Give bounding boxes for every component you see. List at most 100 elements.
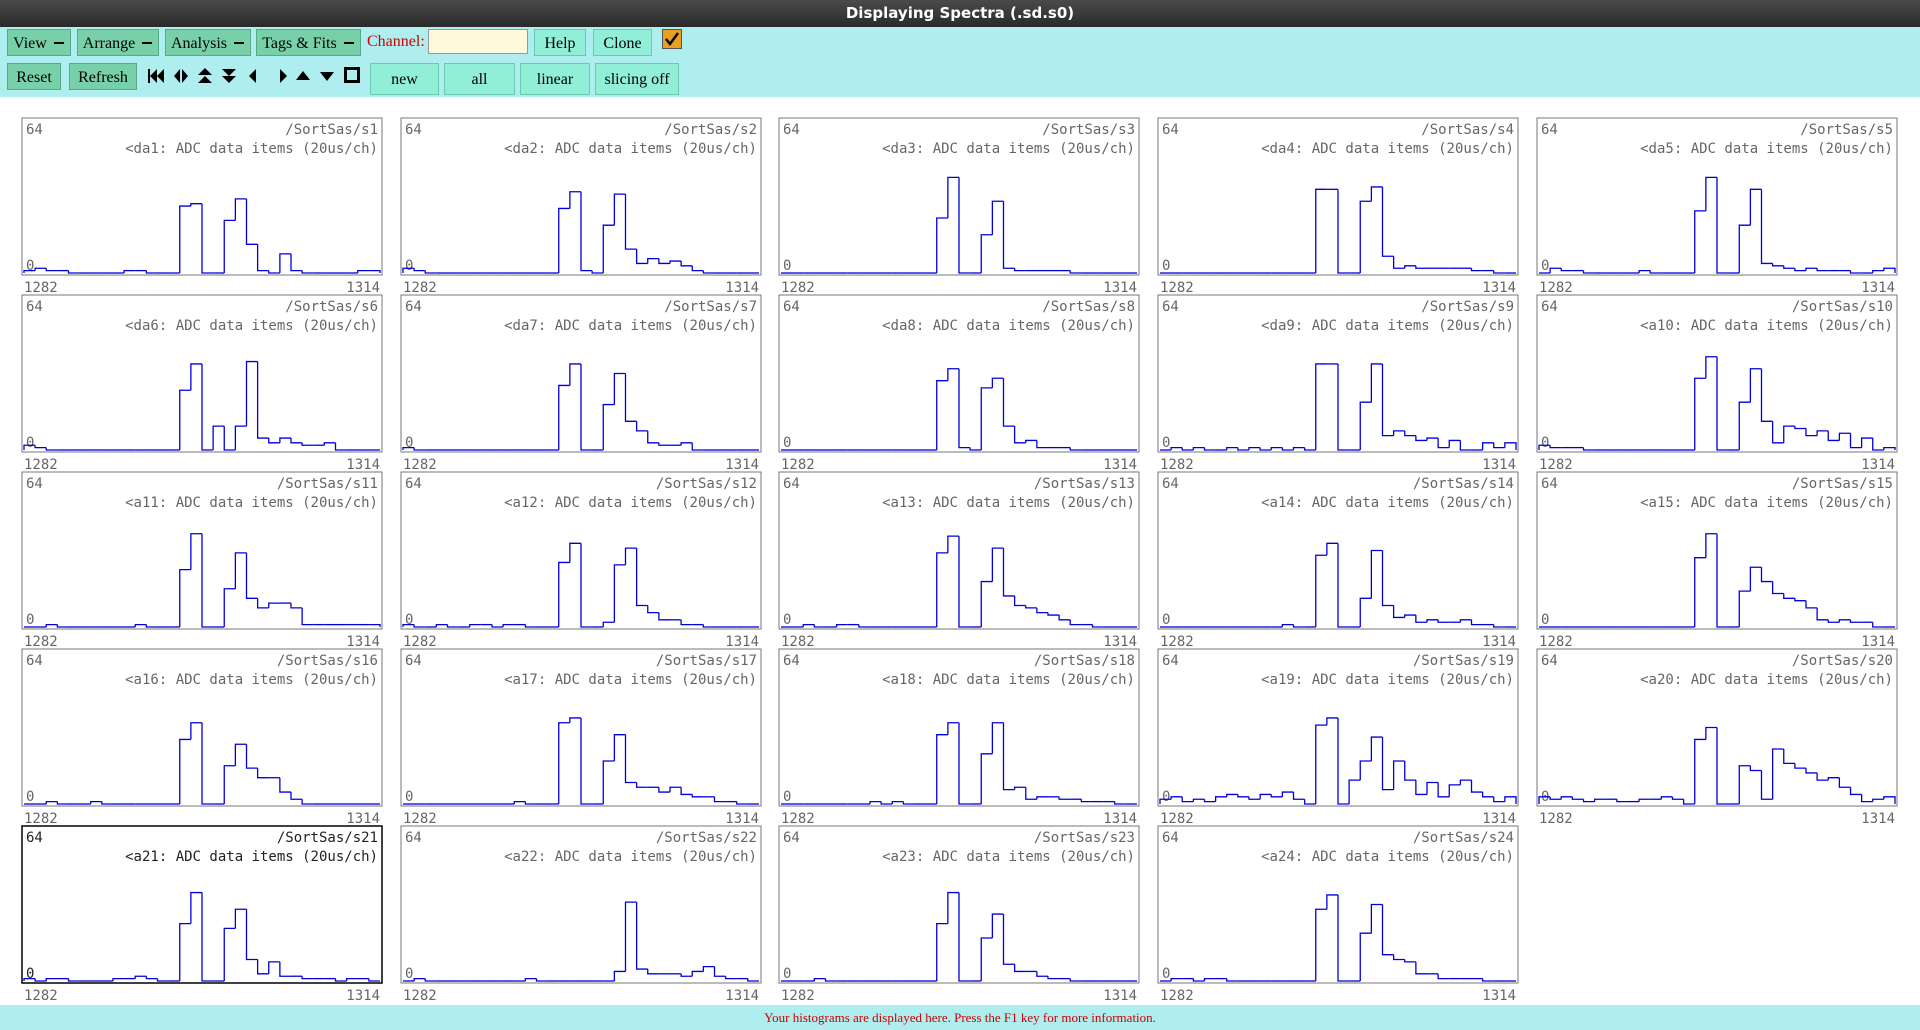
x-min-label: 1282 <box>403 457 437 473</box>
histogram-bin <box>635 902 648 970</box>
checkbox[interactable] <box>662 29 682 49</box>
x-max-label: 1314 <box>725 280 759 296</box>
reset-button[interactable]: Reset <box>7 63 61 90</box>
histogram-bin <box>223 588 236 627</box>
histogram-panel: 64/SortSas/s1 <da1: ADC data items (20us/… <box>21 117 383 296</box>
histogram-bin <box>1794 598 1806 602</box>
x-min-label: 1282 <box>1160 988 1194 1004</box>
histogram-bin <box>947 535 959 553</box>
histogram-bin <box>1705 533 1717 558</box>
mode-all[interactable]: all <box>444 63 515 95</box>
histogram-bin <box>1002 914 1015 965</box>
help-button[interactable]: Help <box>534 29 586 56</box>
histogram-panel: 64/SortSas/s7 <da7: ADC data items (20us/… <box>400 294 762 473</box>
histogram-bin <box>1760 567 1773 583</box>
histogram-bin <box>669 260 682 264</box>
histogram-bin <box>569 542 581 563</box>
histogram-bin <box>1292 792 1305 800</box>
histogram-bin <box>1805 428 1818 437</box>
histogram-panel: 64/SortSas/s10 <a10: ADC data items (20us… <box>1536 294 1898 473</box>
histogram-bin <box>179 738 191 804</box>
mode-slicing[interactable]: slicing off <box>595 63 679 95</box>
histogram-bin <box>1404 959 1416 963</box>
histogram-bin <box>279 961 291 977</box>
histogram-bin <box>524 624 537 628</box>
histogram-bin <box>234 743 247 766</box>
histogram-panel: 64/SortSas/s11 <a11: ADC data items (20us… <box>21 471 383 650</box>
channel-input[interactable] <box>428 29 528 54</box>
menu-arrange[interactable]: Arrange <box>77 29 159 56</box>
x-min-label: 1282 <box>24 811 58 827</box>
histogram-bin <box>1560 796 1573 800</box>
y-min-label: 0 <box>26 612 34 628</box>
spectrum-label: <a17: ADC data items (20us/ch) <box>504 672 757 688</box>
histogram-panel: 64/SortSas/s15 <a15: ADC data items (20us… <box>1536 471 1898 650</box>
histogram-bin <box>1381 904 1394 956</box>
histogram-bin <box>234 908 247 929</box>
y-min-label: 0 <box>1541 435 1549 451</box>
refresh-button[interactable]: Refresh <box>69 63 137 90</box>
histogram-bin <box>223 219 236 273</box>
menu-tags-fits[interactable]: Tags & Fits <box>256 29 361 56</box>
y-max-label: 64 <box>783 830 800 846</box>
histogram-bin <box>1226 793 1238 797</box>
histogram-bin <box>958 892 971 982</box>
histogram-panel: 64/SortSas/s23 <a23: ADC data items (20us… <box>778 825 1140 1004</box>
histogram-bin <box>1159 798 1172 804</box>
histogram-bin <box>1872 438 1884 451</box>
clone-button[interactable]: Clone <box>593 29 652 56</box>
histogram-bin <box>1504 442 1517 450</box>
histogram-bin <box>1738 224 1751 273</box>
spectrum-name: /SortSas/s16 <box>277 653 378 669</box>
y-max-label: 64 <box>405 476 422 492</box>
x-max-label: 1314 <box>1103 280 1137 296</box>
histogram-bin <box>824 978 837 982</box>
histogram-bin <box>368 978 380 982</box>
histogram-bin <box>190 533 202 570</box>
nav-icons <box>148 67 360 83</box>
histogram-bin <box>558 384 570 450</box>
histogram-bin <box>580 363 593 451</box>
histogram-bin <box>1315 554 1327 627</box>
histogram-bin <box>980 937 993 981</box>
x-max-label: 1314 <box>725 811 759 827</box>
histogram-bin <box>936 380 948 450</box>
histogram-bin <box>1481 442 1494 450</box>
histogram-bin <box>190 891 202 924</box>
menu-view[interactable]: View <box>7 29 71 56</box>
histogram-bin <box>446 624 459 628</box>
menu-analysis[interactable]: Analysis <box>165 29 251 56</box>
histogram-bin <box>179 568 191 627</box>
histogram-bin <box>268 270 280 274</box>
histogram-bin <box>156 978 169 982</box>
spectrum-label: <a23: ADC data items (20us/ch) <box>882 849 1135 865</box>
x-min-label: 1282 <box>403 811 437 827</box>
histogram-bin <box>1036 607 1048 614</box>
y-min-label: 0 <box>405 258 413 274</box>
histogram-bin <box>1170 446 1183 450</box>
spectrum-label: <a20: ADC data items (20us/ch) <box>1640 672 1893 688</box>
histogram-bin <box>1036 796 1048 800</box>
histogram-bin <box>1716 177 1729 274</box>
histogram-bin <box>669 786 682 793</box>
histogram-bin <box>1705 176 1717 211</box>
mode-linear[interactable]: linear <box>520 63 590 95</box>
histogram-bin <box>1638 269 1651 273</box>
histogram-bin <box>234 425 247 450</box>
mode-new[interactable]: new <box>370 63 439 95</box>
y-max-label: 64 <box>405 653 422 669</box>
histogram-bin <box>1292 624 1305 628</box>
histogram-panel: 64/SortSas/s16 <a16: ADC data items (20us… <box>21 648 383 827</box>
histogram-bin <box>1002 378 1015 427</box>
histogram-bin <box>1091 624 1104 628</box>
histogram-bin <box>1549 445 1562 449</box>
x-min-label: 1282 <box>1160 634 1194 650</box>
histogram-bin <box>647 430 659 444</box>
histogram-bin <box>145 624 158 628</box>
histogram-bin <box>580 717 593 805</box>
histogram-bin <box>1749 368 1762 403</box>
spectrum-label: <da8: ADC data items (20us/ch) <box>882 318 1135 334</box>
menu-label: Arrange <box>82 35 136 52</box>
histogram-bin <box>435 623 448 627</box>
